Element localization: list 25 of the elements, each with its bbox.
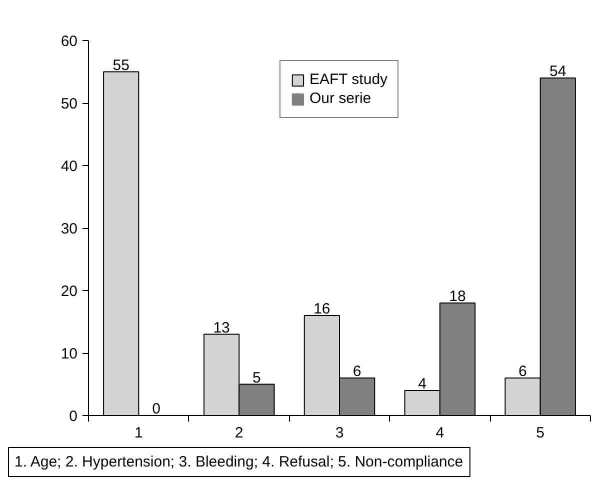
y-tick-label: 20 [60, 283, 78, 300]
legend-label: EAFT study [309, 71, 388, 88]
x-tick-label: 1 [134, 424, 143, 442]
data-label: 0 [152, 400, 160, 418]
x-tick-label: 2 [234, 424, 244, 442]
data-label: 4 [418, 376, 427, 392]
data-label: 55 [112, 56, 130, 74]
data-label: 5 [252, 369, 261, 386]
data-label: 13 [213, 319, 230, 336]
y-tick-label: 60 [60, 33, 78, 50]
y-tick-label: 50 [60, 96, 78, 112]
data-label: 18 [449, 288, 466, 305]
x-tick-label: 5 [536, 424, 544, 442]
x-tick-label: 4 [436, 424, 444, 442]
y-tick-label: 10 [60, 346, 78, 362]
data-label: 6 [518, 363, 527, 380]
data-label: 16 [314, 300, 330, 318]
legend-label: Our serie [309, 90, 372, 107]
y-tick-label: 40 [60, 158, 78, 175]
x-tick-label: 3 [335, 424, 344, 442]
data-label: 54 [550, 63, 566, 80]
y-tick-label: 0 [69, 408, 78, 425]
text: 1. Age; 2. Hypertension; 3. Bleeding; 4. Refusal; 5. Non-compliance [14, 454, 464, 470]
data-label: 6 [352, 363, 362, 380]
y-tick-label: 30 [60, 220, 78, 238]
